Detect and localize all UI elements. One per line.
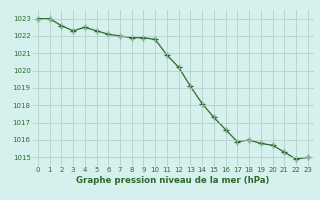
X-axis label: Graphe pression niveau de la mer (hPa): Graphe pression niveau de la mer (hPa): [76, 176, 269, 185]
